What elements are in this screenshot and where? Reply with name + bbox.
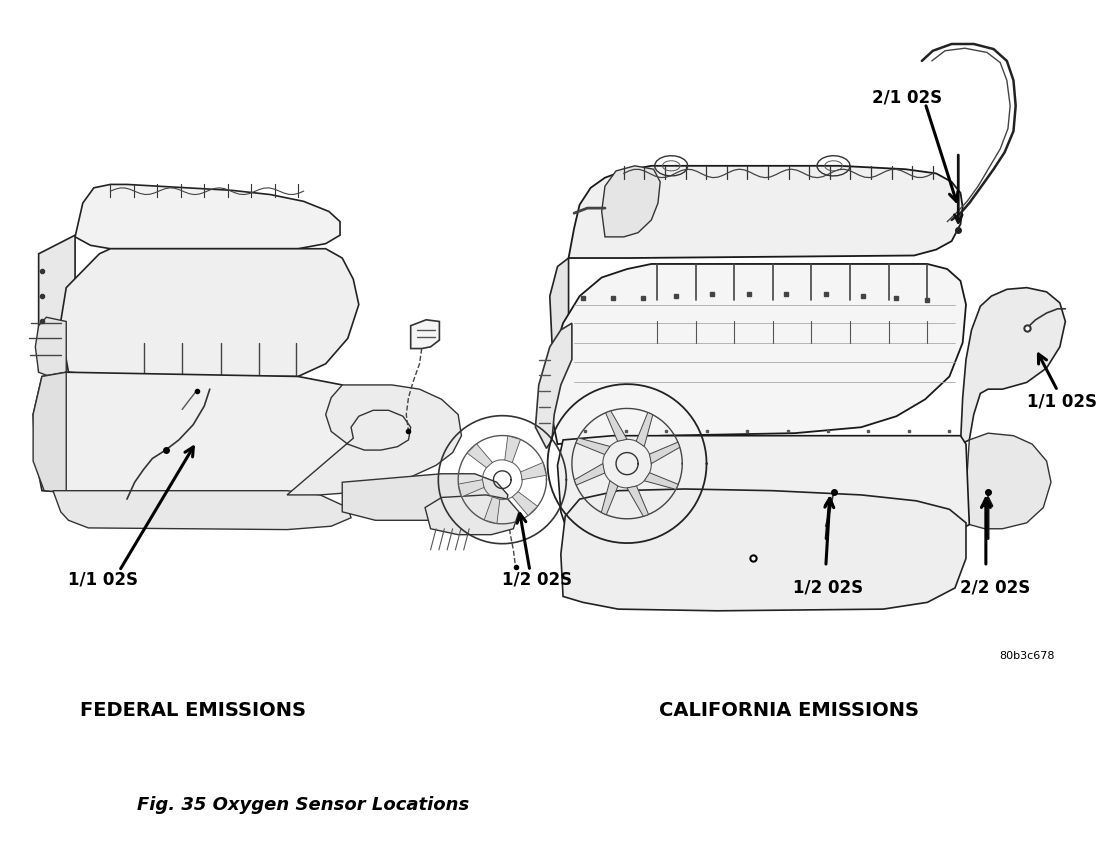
Text: 80b3c678: 80b3c678 bbox=[999, 651, 1054, 661]
Text: 2/2 02S: 2/2 02S bbox=[960, 579, 1031, 597]
Polygon shape bbox=[966, 433, 1051, 529]
Text: 1/2 02S: 1/2 02S bbox=[502, 570, 573, 589]
Text: 1/1 02S: 1/1 02S bbox=[1027, 393, 1096, 411]
Polygon shape bbox=[505, 436, 520, 463]
Polygon shape bbox=[602, 481, 618, 514]
Text: FEDERAL EMISSIONS: FEDERAL EMISSIONS bbox=[81, 701, 306, 720]
Text: 1/1 02S: 1/1 02S bbox=[68, 570, 138, 589]
Polygon shape bbox=[645, 473, 678, 489]
Polygon shape bbox=[576, 438, 609, 454]
Polygon shape bbox=[35, 317, 66, 376]
Text: 1/2 02S: 1/2 02S bbox=[793, 579, 863, 597]
Polygon shape bbox=[287, 385, 461, 495]
Polygon shape bbox=[512, 492, 538, 515]
Polygon shape bbox=[467, 444, 492, 468]
Polygon shape bbox=[33, 372, 66, 492]
Text: Fig. 35 Oxygen Sensor Locations: Fig. 35 Oxygen Sensor Locations bbox=[138, 796, 469, 815]
Polygon shape bbox=[636, 413, 652, 447]
Polygon shape bbox=[561, 489, 966, 611]
Polygon shape bbox=[521, 463, 546, 480]
Polygon shape bbox=[627, 486, 648, 516]
Text: CALIFORNIA EMISSIONS: CALIFORNIA EMISSIONS bbox=[659, 701, 920, 720]
Polygon shape bbox=[569, 166, 963, 258]
Polygon shape bbox=[535, 323, 572, 448]
Polygon shape bbox=[602, 166, 660, 237]
Polygon shape bbox=[53, 491, 351, 530]
Polygon shape bbox=[550, 264, 966, 444]
Polygon shape bbox=[960, 288, 1065, 444]
Polygon shape bbox=[75, 184, 340, 249]
Polygon shape bbox=[649, 442, 680, 464]
Polygon shape bbox=[606, 411, 627, 442]
Polygon shape bbox=[550, 258, 569, 343]
Text: 2/1 02S: 2/1 02S bbox=[872, 88, 943, 107]
Polygon shape bbox=[33, 372, 392, 495]
Polygon shape bbox=[342, 474, 508, 520]
Polygon shape bbox=[558, 436, 969, 540]
Polygon shape bbox=[458, 480, 484, 497]
Polygon shape bbox=[574, 464, 605, 485]
Polygon shape bbox=[425, 495, 519, 535]
Polygon shape bbox=[411, 320, 439, 349]
Polygon shape bbox=[39, 235, 75, 372]
Polygon shape bbox=[61, 249, 359, 376]
Polygon shape bbox=[485, 497, 500, 524]
